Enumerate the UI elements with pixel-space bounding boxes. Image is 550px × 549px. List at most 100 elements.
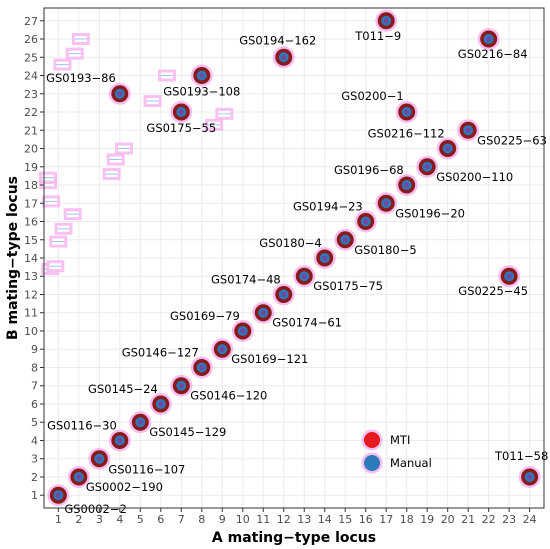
point-label: GS0174−48 xyxy=(211,272,281,286)
point-label: GS0175−55 xyxy=(146,121,216,135)
manual-point-core xyxy=(281,54,287,60)
y-tick-label: 13 xyxy=(24,270,38,283)
y-tick-label: 16 xyxy=(24,216,38,229)
manual-point-core xyxy=(117,437,123,444)
y-tick-label: 17 xyxy=(24,197,38,210)
manual-point-core xyxy=(424,164,430,170)
x-tick-label: 4 xyxy=(116,513,123,526)
legend-label: MTI xyxy=(390,433,410,447)
artifact-mark xyxy=(46,260,65,273)
point-label: GS0225−45 xyxy=(458,284,528,298)
y-tick-label: 26 xyxy=(24,33,38,46)
artifact-mark xyxy=(205,118,224,131)
x-tick-label: 11 xyxy=(256,513,270,526)
manual-point-core xyxy=(117,91,123,97)
manual-point-core xyxy=(76,474,82,480)
y-tick-label: 23 xyxy=(24,88,38,101)
x-tick-label: 1 xyxy=(55,513,62,526)
artifact-mark xyxy=(102,168,121,181)
point-label: GS0216−84 xyxy=(458,47,528,61)
point-label: GS0194−162 xyxy=(239,33,316,47)
y-tick-label: 18 xyxy=(24,179,38,192)
data-points xyxy=(47,9,541,507)
legend-item-manual: Manual xyxy=(361,452,432,474)
y-tick-label: 27 xyxy=(24,15,38,28)
artifact-mark xyxy=(49,235,68,248)
x-axis-title: A mating−type locus xyxy=(212,530,376,546)
y-tick-label: 2 xyxy=(31,471,38,484)
point-label: GS0225−63 xyxy=(477,133,547,147)
point-label: T011−9 xyxy=(354,29,401,43)
manual-point-core xyxy=(486,36,492,42)
manual-point-core xyxy=(199,72,205,79)
artifact-mark xyxy=(71,33,90,46)
point-label: GS0146−120 xyxy=(190,389,267,403)
artifact-mark xyxy=(54,222,73,235)
point-label: GS0002−2 xyxy=(64,502,126,516)
x-tick-label: 20 xyxy=(441,513,455,526)
x-tick-label: 19 xyxy=(420,513,434,526)
point-label: GS0180−5 xyxy=(354,243,416,257)
x-tick-label: 7 xyxy=(178,513,185,526)
x-tick-label: 23 xyxy=(502,513,516,526)
point-label: GS0193−86 xyxy=(46,71,116,85)
y-axis-ticks: 1234567891011121314151617181920212223242… xyxy=(24,15,44,502)
x-tick-label: 24 xyxy=(523,513,537,526)
x-tick-label: 18 xyxy=(400,513,414,526)
legend-key xyxy=(364,432,380,448)
artifact-mark xyxy=(42,195,61,208)
y-tick-label: 1 xyxy=(31,489,38,502)
manual-point-core xyxy=(527,474,533,480)
point-label: GS0169−79 xyxy=(170,309,240,323)
artifact-mark xyxy=(157,69,176,82)
x-tick-label: 16 xyxy=(359,513,373,526)
point-label: GS0200−110 xyxy=(436,170,513,184)
point-label: GS0116−30 xyxy=(47,418,117,432)
manual-point-core xyxy=(240,328,246,334)
x-tick-label: 6 xyxy=(157,513,164,526)
y-tick-label: 6 xyxy=(31,398,38,411)
manual-point-core xyxy=(178,109,184,115)
artifact-mark xyxy=(53,58,72,71)
x-tick-label: 21 xyxy=(461,513,475,526)
x-tick-label: 15 xyxy=(338,513,352,526)
manual-point-core xyxy=(260,310,266,316)
manual-point-core xyxy=(281,291,287,298)
point-label: GS0196−20 xyxy=(395,206,465,220)
manual-point-core xyxy=(55,492,61,498)
y-tick-label: 8 xyxy=(31,361,38,374)
point-label: GS0145−24 xyxy=(88,382,158,396)
pink-artifacts xyxy=(39,33,234,275)
point-label: GS0116−107 xyxy=(108,463,185,477)
y-tick-label: 22 xyxy=(24,106,38,119)
artifact-mark xyxy=(215,107,234,120)
x-tick-label: 2 xyxy=(75,513,82,526)
point-label: T011−58 xyxy=(494,449,548,463)
x-tick-label: 17 xyxy=(379,513,393,526)
artifact-mark xyxy=(65,47,84,60)
point-label: GS0194−23 xyxy=(293,200,363,214)
x-tick-label: 3 xyxy=(96,513,103,526)
y-tick-label: 20 xyxy=(24,143,38,156)
y-tick-label: 21 xyxy=(24,124,38,137)
artifact-mark xyxy=(106,153,125,166)
manual-point-core xyxy=(322,255,328,261)
point-label: GS0174−61 xyxy=(272,316,342,330)
x-tick-label: 14 xyxy=(318,513,332,526)
grid xyxy=(44,8,544,508)
point-label: GS0196−68 xyxy=(334,163,404,177)
manual-point-core xyxy=(465,127,471,133)
legend-item-mti: MTI xyxy=(361,429,410,451)
manual-point-core xyxy=(404,109,410,115)
point-label: GS0145−129 xyxy=(149,425,226,439)
artifact-mark xyxy=(143,95,162,108)
x-axis-ticks: 1 2 3 4 5 6 7 8 9 10 11 12 13 14 15 16 17 18 19 20 21 22 23 24 xyxy=(55,508,537,526)
manual-point-core xyxy=(158,401,164,407)
manual-point-core xyxy=(301,273,307,279)
legend: MTI Manual xyxy=(361,429,432,474)
point-label: GS0180−4 xyxy=(259,236,321,250)
y-tick-label: 24 xyxy=(24,70,38,83)
point-label: GS0169−121 xyxy=(231,352,308,366)
manual-point-core xyxy=(363,218,369,225)
x-tick-label: 22 xyxy=(482,513,496,526)
